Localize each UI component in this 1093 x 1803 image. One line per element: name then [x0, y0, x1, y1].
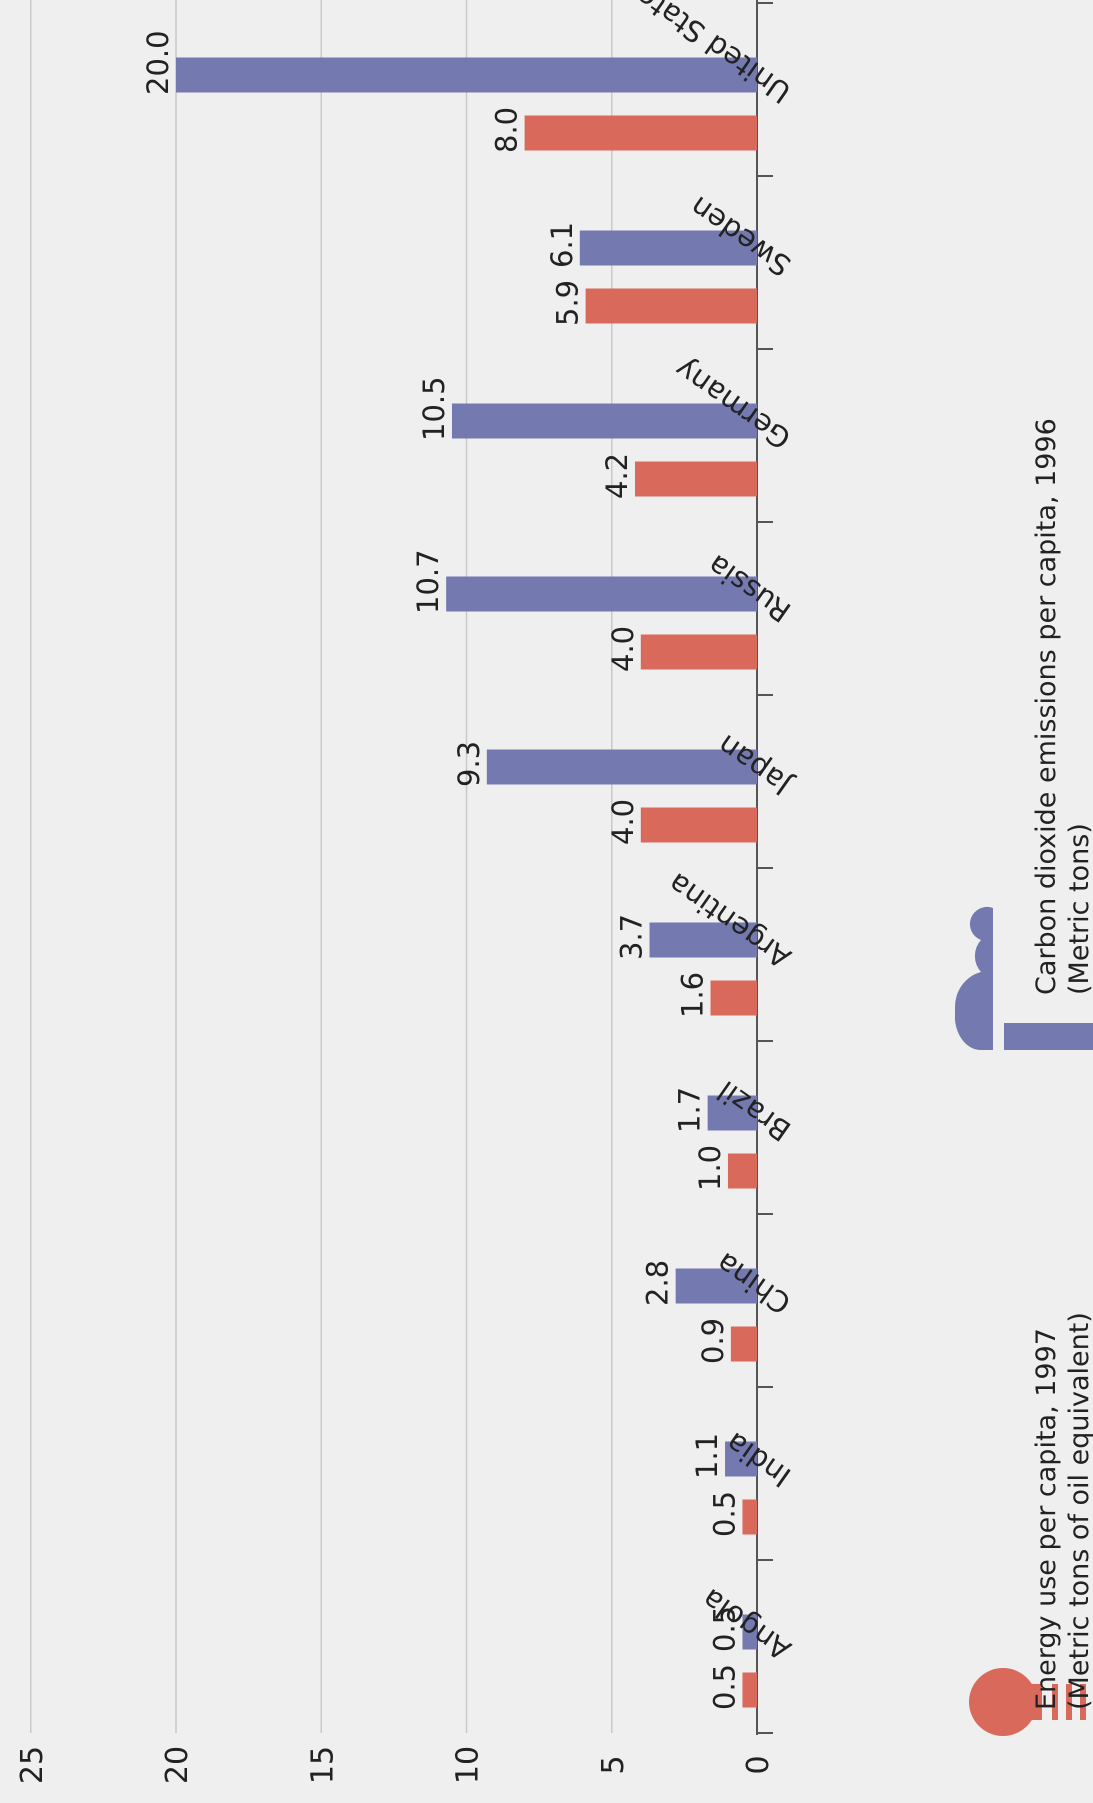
co2-bar-japan — [486, 749, 757, 785]
energy-value-label: 4.0 — [606, 799, 640, 845]
energy-bar-sweden — [585, 288, 757, 324]
value-tick-label: 15 — [305, 1746, 340, 1784]
energy-value-label: 0.9 — [696, 1318, 730, 1364]
value-tick-label: 25 — [15, 1746, 50, 1784]
legend-energy-line2: (Metric tons of oil equivalent) — [1064, 1312, 1093, 1710]
legend-co2-line1: Carbon dioxide emissions per capita, 199… — [1031, 418, 1062, 995]
co2-value-label: 9.3 — [452, 741, 486, 787]
legend-item-co2: Carbon dioxide emissions per capita, 199… — [954, 418, 1093, 1051]
value-tick-label: 0 — [741, 1755, 776, 1774]
co2-bar-india — [725, 1441, 757, 1477]
category-label: Japan — [711, 728, 798, 803]
energy-bar-russia — [640, 634, 757, 670]
co2-value-label: 10.5 — [417, 376, 451, 441]
legend-co2-line2: (Metric tons) — [1064, 823, 1093, 995]
energy-bar-argentina — [710, 980, 757, 1016]
co2-bar-china — [675, 1268, 757, 1304]
energy-bar-united-states — [524, 115, 757, 151]
co2-bar-brazil — [707, 1095, 757, 1131]
value-axis: 0 5 10 15 20 25 — [15, 0, 776, 1784]
energy-bar-india — [742, 1499, 757, 1535]
co2-value-label: 20.0 — [141, 30, 175, 95]
legend: Energy use per capita, 1997 (Metric tons… — [954, 418, 1093, 1736]
co2-value-label: 2.8 — [641, 1260, 675, 1306]
legend-item-energy: Energy use per capita, 1997 (Metric tons… — [969, 1312, 1093, 1736]
lightbulb-icon — [969, 1668, 1086, 1736]
co2-value-label: 10.7 — [411, 549, 445, 614]
legend-energy-line1: Energy use per capita, 1997 — [1031, 1328, 1062, 1710]
energy-bar-germany — [634, 461, 757, 497]
energy-bar-china — [730, 1326, 757, 1362]
energy-value-label: 0.5 — [707, 1664, 741, 1710]
co2-value-label: 6.1 — [545, 222, 579, 268]
energy-value-label: 8.0 — [490, 107, 524, 153]
category-label: India — [719, 1425, 797, 1494]
value-tick-label: 5 — [596, 1755, 631, 1774]
co2-bar-argentina — [649, 922, 757, 958]
energy-value-label: 0.5 — [707, 1491, 741, 1537]
energy-value-label: 1.6 — [676, 972, 710, 1018]
co2-value-label: 0.5 — [707, 1606, 741, 1652]
smoke-cloud-icon — [954, 906, 1093, 1051]
energy-bar-brazil — [727, 1153, 757, 1189]
energy-value-label: 4.2 — [600, 453, 634, 499]
co2-bar-sweden — [579, 230, 757, 266]
energy-value-label: 1.0 — [693, 1145, 727, 1191]
energy-bar-japan — [640, 807, 757, 843]
value-tick-label: 10 — [451, 1746, 486, 1784]
value-tick-label: 20 — [160, 1746, 195, 1784]
energy-bar-angola — [742, 1672, 757, 1708]
co2-bar-germany — [451, 403, 757, 439]
gridlines — [30, 0, 613, 1733]
category-label: Brazil — [711, 1074, 797, 1148]
category-label: United States — [617, 0, 797, 110]
co2-bar-united-states — [176, 57, 757, 93]
energy-value-label: 5.9 — [551, 280, 585, 326]
co2-value-label: 3.7 — [615, 914, 649, 960]
energy-value-label: 4.0 — [606, 626, 640, 672]
co2-bar-russia — [446, 576, 757, 612]
co2-bar-angola — [742, 1614, 757, 1650]
co2-value-label: 1.7 — [673, 1087, 707, 1133]
co2-value-label: 1.1 — [690, 1433, 724, 1479]
category-label: Argentina — [662, 866, 797, 975]
category-label: China — [710, 1246, 797, 1321]
